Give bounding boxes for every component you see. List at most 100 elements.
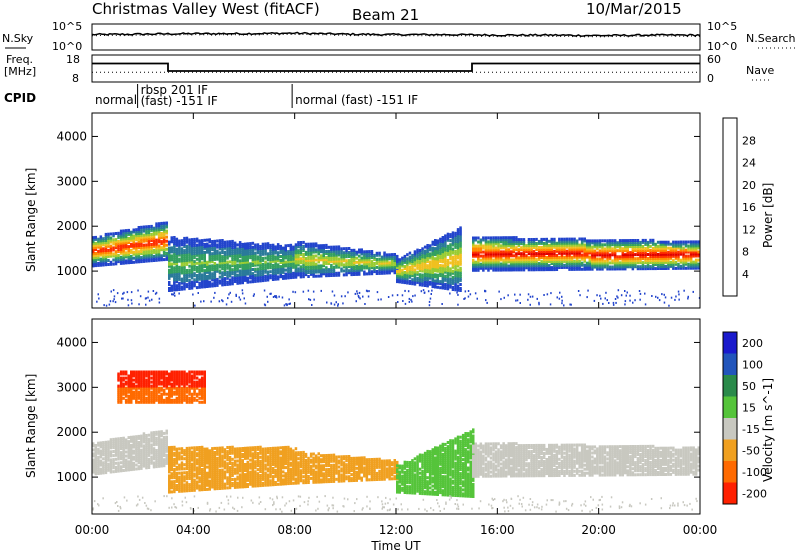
heat-cell bbox=[178, 271, 181, 275]
heat-cell bbox=[130, 458, 133, 461]
heat-cell bbox=[444, 236, 447, 240]
heat-cell bbox=[249, 448, 252, 452]
heat-cell bbox=[157, 228, 161, 232]
heat-cell bbox=[569, 303, 571, 306]
heat-cell bbox=[418, 277, 422, 281]
heat-cell bbox=[145, 239, 148, 243]
heat-cell bbox=[99, 257, 103, 261]
heat-cell bbox=[226, 468, 229, 472]
heat-cell bbox=[119, 247, 123, 251]
heat-cell bbox=[178, 465, 181, 469]
heat-cell bbox=[337, 271, 341, 275]
heat-cell bbox=[231, 252, 234, 255]
heat-cell bbox=[292, 255, 295, 259]
heat-cell bbox=[606, 249, 609, 253]
heat-cell bbox=[672, 250, 675, 254]
heat-cell bbox=[487, 268, 490, 272]
heat-cell bbox=[185, 461, 189, 464]
heat-cell bbox=[664, 258, 667, 262]
heat-cell bbox=[183, 259, 186, 263]
heat-cell bbox=[538, 301, 540, 304]
heat-cell bbox=[403, 256, 407, 260]
heat-cell bbox=[444, 268, 447, 272]
heat-cell bbox=[269, 243, 272, 247]
heat-cell bbox=[185, 256, 189, 260]
heat-cell bbox=[687, 248, 690, 252]
heat-cell bbox=[124, 261, 128, 265]
heat-cell bbox=[674, 298, 676, 301]
heat-cell bbox=[173, 286, 176, 290]
heat-cell bbox=[124, 235, 128, 239]
heat-cell bbox=[203, 484, 206, 487]
noise-panel-frame bbox=[91, 23, 701, 51]
heat-cell bbox=[563, 243, 566, 247]
heat-cell bbox=[94, 243, 97, 247]
heat-cell bbox=[284, 274, 287, 278]
heat-cell bbox=[132, 467, 135, 471]
heat-cell bbox=[636, 265, 640, 269]
heat-cell bbox=[575, 247, 579, 251]
heat-cell bbox=[368, 250, 371, 254]
heat-cell bbox=[122, 440, 125, 444]
heat-cell bbox=[228, 274, 232, 278]
heat-cell bbox=[525, 256, 528, 260]
heat-cell bbox=[335, 255, 338, 259]
heat-cell bbox=[162, 460, 166, 464]
heat-cell bbox=[218, 456, 222, 460]
heat-cell bbox=[548, 243, 551, 247]
heat-cell bbox=[679, 240, 683, 244]
heat-cell bbox=[477, 266, 480, 270]
heat-cell bbox=[408, 297, 411, 300]
heat-cell bbox=[454, 274, 457, 278]
heat-cell bbox=[613, 247, 617, 251]
heat-cell bbox=[413, 262, 417, 266]
heat-cell bbox=[287, 252, 290, 256]
heat-cell bbox=[441, 244, 445, 248]
heat-cell bbox=[396, 280, 399, 284]
heat-cell bbox=[112, 441, 115, 445]
heat-cell bbox=[644, 240, 647, 244]
heat-cell bbox=[375, 270, 379, 273]
heat-cell bbox=[195, 239, 199, 243]
heat-cell bbox=[180, 255, 184, 259]
heat-cell bbox=[107, 254, 110, 258]
heat-cell bbox=[457, 303, 459, 306]
heat-cell bbox=[228, 278, 232, 282]
heat-cell bbox=[218, 480, 222, 484]
heat-cell bbox=[97, 257, 100, 261]
heat-cell bbox=[117, 463, 120, 467]
heat-cell bbox=[368, 254, 371, 258]
heat-cell bbox=[271, 251, 275, 255]
heat-cell bbox=[223, 452, 227, 456]
heat-cell bbox=[601, 259, 604, 263]
heat-cell bbox=[454, 264, 457, 268]
heat-cell bbox=[674, 240, 678, 244]
heat-cell bbox=[170, 450, 173, 453]
heat-cell bbox=[677, 264, 680, 268]
heat-cell bbox=[188, 246, 191, 250]
heat-cell bbox=[320, 270, 323, 274]
heat-cell bbox=[659, 252, 662, 256]
heat-cell bbox=[271, 257, 275, 261]
heat-cell bbox=[206, 457, 209, 461]
heat-cell bbox=[139, 295, 142, 298]
heat-cell bbox=[145, 462, 148, 466]
heat-cell bbox=[423, 257, 427, 261]
heat-cell bbox=[175, 457, 179, 461]
heat-cell bbox=[307, 248, 310, 252]
heat-cell bbox=[312, 258, 315, 262]
heat-cell bbox=[687, 246, 690, 250]
heat-cell bbox=[211, 244, 214, 248]
heat-cell bbox=[233, 451, 237, 455]
heat-cell bbox=[94, 256, 97, 260]
heat-cell bbox=[193, 260, 196, 264]
heat-cell bbox=[517, 264, 521, 268]
heat-cell bbox=[152, 248, 156, 252]
heat-cell bbox=[233, 453, 237, 457]
heat-cell bbox=[119, 453, 123, 457]
heat-cell bbox=[109, 462, 113, 466]
heat-cell bbox=[431, 254, 434, 258]
heat-cell bbox=[532, 238, 536, 241]
heat-cell bbox=[664, 296, 667, 299]
heat-cell bbox=[558, 243, 561, 247]
